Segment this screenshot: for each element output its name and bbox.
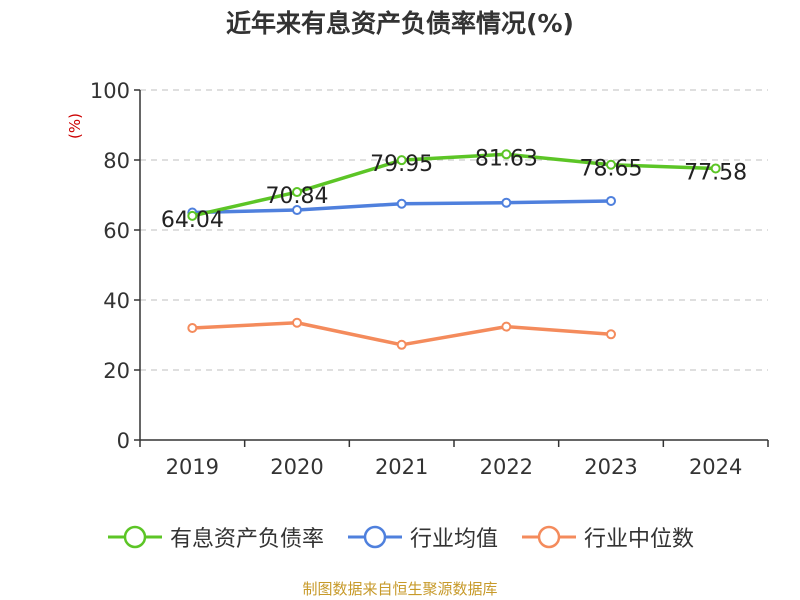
- y-tick-label: 20: [103, 359, 130, 383]
- data-point[interactable]: [292, 187, 302, 198]
- data-point[interactable]: [292, 205, 302, 216]
- y-tick-label: 100: [90, 79, 130, 103]
- data-labels: 64.04 70.84 79.95 81.63 78.65 77.58: [161, 146, 747, 233]
- legend-item-1[interactable]: 行业均值: [346, 521, 498, 553]
- x-tick-label: 2023: [584, 455, 637, 479]
- data-point[interactable]: [501, 197, 512, 208]
- data-label: 77.58: [684, 160, 747, 185]
- series-line-0: [191, 152, 716, 218]
- data-point[interactable]: [710, 163, 721, 174]
- y-tick-label: 80: [103, 149, 130, 173]
- y-tick-label: 40: [103, 289, 130, 313]
- data-point[interactable]: [501, 149, 512, 160]
- x-tick-label: 2021: [375, 455, 428, 479]
- y-tick-label: 0: [117, 429, 130, 453]
- data-label: 70.84: [266, 184, 329, 209]
- axes: 0 20 40 60 80 100 2019 2020 2021 2022 2023 2024: [90, 79, 769, 479]
- data-point[interactable]: [396, 198, 407, 209]
- data-point[interactable]: [606, 329, 616, 340]
- chart-title: 近年来有息资产负债率情况(%): [226, 9, 574, 38]
- legend-label: 有息资产负债率: [169, 527, 324, 552]
- x-tick-label: 2022: [480, 455, 533, 479]
- data-label: 64.04: [161, 208, 224, 233]
- data-point[interactable]: [396, 339, 407, 350]
- legend-item-0[interactable]: 有息资产负债率: [106, 521, 324, 553]
- data-point[interactable]: [606, 195, 616, 206]
- data-point[interactable]: [187, 323, 198, 333]
- data-label: 78.65: [580, 157, 643, 182]
- data-label: 79.95: [370, 152, 433, 177]
- grid-lines: [140, 89, 768, 371]
- x-tick-label: 2019: [166, 455, 219, 479]
- data-point[interactable]: [187, 210, 198, 221]
- legend-marker-icon: [522, 525, 576, 549]
- data-point[interactable]: [396, 155, 407, 166]
- data-point[interactable]: [501, 321, 512, 332]
- line-chart: 0 20 40 60 80 100 2019 2020 2021 2022 2023 2024 64.…: [66, 79, 769, 479]
- data-point[interactable]: [292, 317, 302, 328]
- legend-label: 行业均值: [409, 527, 498, 552]
- legend-marker-icon: [107, 525, 162, 549]
- legend-marker-icon: [347, 525, 402, 549]
- data-point[interactable]: [606, 159, 616, 170]
- x-tick-label: 2020: [270, 455, 323, 479]
- source-note: 制图数据来自恒生聚源数据库: [302, 580, 498, 598]
- legend-label: 行业中位数: [584, 527, 695, 552]
- series-lines: [187, 149, 721, 350]
- legend: 有息资产负债率 行业均值 行业中位数: [0, 520, 800, 554]
- x-tick-label: 2024: [689, 455, 742, 479]
- y-axis-label: (%): [66, 113, 84, 139]
- y-tick-label: 60: [103, 219, 130, 243]
- data-label: 81.63: [475, 146, 538, 171]
- legend-item-2[interactable]: 行业中位数: [520, 521, 694, 553]
